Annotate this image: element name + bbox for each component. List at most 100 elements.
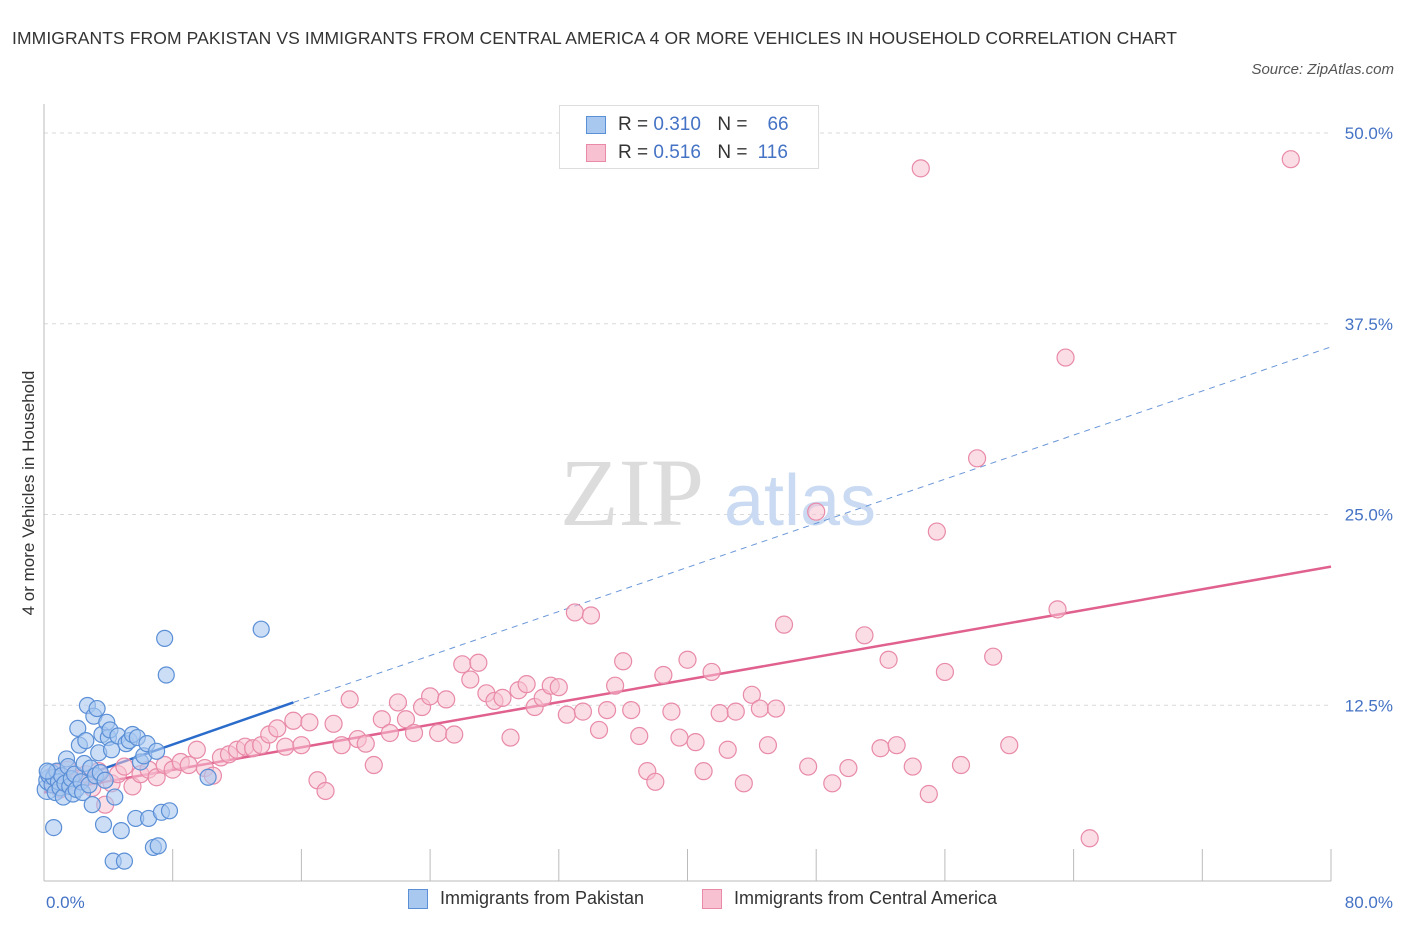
y-axis-label: 4 or more Vehicles in Household xyxy=(19,371,38,616)
legend-r-label: R = xyxy=(618,114,649,135)
y-tick-label: 25.0% xyxy=(1345,506,1393,525)
pakistan-point xyxy=(160,802,179,820)
pakistan-point xyxy=(69,719,87,738)
central-america-swatch xyxy=(586,144,606,162)
central-america-point xyxy=(597,700,617,720)
legend-r-value: 0.516 xyxy=(653,142,701,163)
central-america-point xyxy=(1048,600,1067,619)
pakistan-point xyxy=(83,796,101,814)
central-america-point xyxy=(589,720,609,740)
central-america-point xyxy=(807,502,826,521)
central-america-point xyxy=(742,685,761,704)
central-america-point xyxy=(429,723,448,743)
legend-n-label: N = xyxy=(717,114,748,135)
pakistan-point xyxy=(115,852,134,870)
pakistan-point xyxy=(199,768,217,786)
central-america-point xyxy=(517,675,536,694)
legend-item-central-america[interactable]: Immigrants from Central America xyxy=(702,888,997,909)
central-america-point xyxy=(501,728,520,747)
pakistan-trend-extension xyxy=(293,346,1332,703)
central-america-point xyxy=(774,615,794,634)
central-america-point xyxy=(887,736,906,755)
x-tick-label: 0.0% xyxy=(46,893,85,912)
pakistan-swatch xyxy=(586,116,606,134)
pakistan-point xyxy=(149,837,167,855)
central-america-point xyxy=(911,159,930,178)
central-america-point xyxy=(179,755,198,775)
central-america-point xyxy=(654,665,673,685)
central-america-point xyxy=(678,650,697,669)
central-america-point xyxy=(565,603,584,622)
central-america-point xyxy=(606,676,625,695)
central-america-point xyxy=(461,670,480,689)
central-america-point xyxy=(630,726,649,746)
central-america-point xyxy=(694,762,713,781)
pakistan-point xyxy=(96,771,114,789)
legend-item-pakistan[interactable]: Immigrants from Pakistan xyxy=(408,888,644,909)
central-america-point xyxy=(855,626,874,645)
central-america-point xyxy=(799,757,818,776)
central-america-point xyxy=(622,700,641,720)
watermark-zip: ZIP xyxy=(560,439,704,546)
central-america-point xyxy=(284,711,303,730)
central-america-point xyxy=(437,690,456,709)
pakistan-point xyxy=(45,818,63,837)
central-america-point xyxy=(549,678,568,697)
legend-n-value: 66 xyxy=(767,114,789,135)
pakistan-point xyxy=(38,762,56,780)
central-america-point xyxy=(276,737,295,756)
central-america-point xyxy=(662,702,681,721)
central-america-point xyxy=(324,714,343,733)
pakistan-swatch xyxy=(408,888,428,909)
central-america-point xyxy=(702,662,721,682)
central-america-point xyxy=(614,652,633,671)
pakistan-point xyxy=(77,732,95,750)
legend-item-label: Immigrants from Central America xyxy=(734,888,998,908)
central-america-point xyxy=(380,723,399,743)
central-america-point xyxy=(879,650,898,669)
central-america-point xyxy=(404,723,424,743)
central-america-point xyxy=(268,719,287,738)
pakistan-point xyxy=(102,741,121,759)
source-label: Source: ZipAtlas.com xyxy=(1251,61,1394,78)
central-america-point xyxy=(356,734,375,753)
legend-row-central-america: R = 0.516 N = 116 xyxy=(586,139,793,167)
central-america-point xyxy=(445,725,464,744)
central-america-point xyxy=(967,449,987,468)
grid-lines xyxy=(44,132,1331,706)
central-america-point xyxy=(670,728,689,747)
axes xyxy=(43,104,1332,882)
pakistan-point xyxy=(157,666,175,684)
legend-row-pakistan: R = 0.310 N = 66 xyxy=(586,111,798,139)
central-america-point xyxy=(935,662,955,682)
central-america-point xyxy=(726,702,745,721)
central-america-point xyxy=(871,739,890,758)
central-america-point xyxy=(396,710,416,729)
central-america-point xyxy=(951,755,971,775)
pakistan-point xyxy=(156,629,174,647)
stats-legend: R = 0.310 N = 66 R = 0.516 N = 116 xyxy=(559,105,819,169)
central-america-point xyxy=(718,740,737,759)
pakistan-point xyxy=(94,815,113,834)
central-america-point xyxy=(469,653,488,672)
central-america-point xyxy=(421,687,440,706)
y-tick-label: 37.5% xyxy=(1345,315,1393,334)
central-america-point xyxy=(750,699,769,718)
central-america-point xyxy=(115,757,134,776)
central-america-point xyxy=(1000,736,1019,755)
central-america-point xyxy=(332,736,351,755)
legend-item-label: Immigrants from Pakistan xyxy=(440,888,645,908)
central-america-point xyxy=(453,655,472,674)
central-america-swatch xyxy=(702,888,722,909)
central-america-point xyxy=(316,781,335,801)
pakistan-point xyxy=(148,742,166,760)
central-america-point xyxy=(710,704,729,723)
central-america-point xyxy=(1281,150,1300,169)
central-america-point xyxy=(1080,829,1099,848)
central-america-point xyxy=(903,757,922,776)
central-america-point xyxy=(984,647,1003,666)
central-america-point xyxy=(573,702,593,721)
central-america-point xyxy=(372,710,391,729)
central-america-point xyxy=(839,758,858,778)
